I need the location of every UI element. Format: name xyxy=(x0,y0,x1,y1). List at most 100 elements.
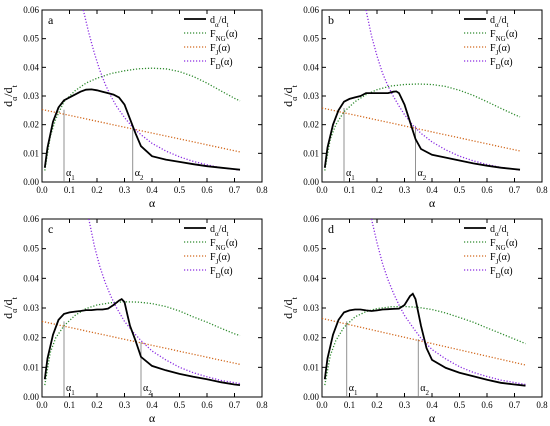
x-tick-label: 0.1 xyxy=(64,400,75,410)
alpha1-label: α1 xyxy=(349,383,358,397)
alpha2-label: α2 xyxy=(418,168,427,182)
x-axis-label: α xyxy=(429,411,436,425)
x-tick-label: 0.0 xyxy=(316,400,328,410)
y-tick-label: 0.04 xyxy=(23,273,39,283)
y-tick-label: 0.04 xyxy=(303,62,319,72)
series-line-3 xyxy=(82,10,241,171)
y-tick-label: 0.06 xyxy=(23,214,39,224)
y-tick-label: 0.01 xyxy=(303,362,319,372)
y-tick-label: 0.03 xyxy=(23,91,39,101)
series-line-0 xyxy=(323,292,526,387)
legend-label: FJ(α) xyxy=(490,43,510,57)
x-axis-label: α xyxy=(429,196,436,210)
panel-letter: b xyxy=(328,13,334,27)
x-tick-label: 0.5 xyxy=(174,185,186,195)
panel-c: 0.0 0.1 0.2 0.3 0.4 0.5 0.6 0.7 0.8 0.00 0.01 0.02 0… xyxy=(1,214,268,425)
series-line-2 xyxy=(322,317,526,366)
alpha1-label: α1 xyxy=(66,383,75,397)
y-tick-label: 0.00 xyxy=(303,177,319,187)
panel-letter: c xyxy=(48,222,53,236)
x-tick-label: 0.3 xyxy=(119,185,131,195)
y-tick-label: 0.03 xyxy=(303,303,319,313)
series-line-1 xyxy=(324,83,521,171)
panel-b: 0.0 0.1 0.2 0.3 0.4 0.5 0.6 0.7 0.8 0.00 0.01 0.02 0… xyxy=(281,5,548,210)
y-tick-label: 0.03 xyxy=(23,303,39,313)
x-tick-label: 0.3 xyxy=(399,185,411,195)
y-tick-label: 0.00 xyxy=(303,392,319,402)
legend-label: dα/dt xyxy=(490,224,508,238)
alpha2-label: α2 xyxy=(135,168,144,182)
y-tick-label: 0.02 xyxy=(23,120,39,130)
y-tick-label: 0.03 xyxy=(303,91,319,101)
y-tick-label: 0.05 xyxy=(23,244,39,254)
legend-label: FD(α) xyxy=(210,266,233,280)
y-axis-label: dα/dt xyxy=(281,296,299,319)
series-line-3 xyxy=(88,219,241,385)
y-tick-label: 0.06 xyxy=(303,214,319,224)
legend-label: FJ(α) xyxy=(490,252,510,266)
legend-label: FJ(α) xyxy=(210,43,230,57)
legend-label: dα/dt xyxy=(210,15,228,29)
x-tick-label: 0.8 xyxy=(256,185,268,195)
y-axis-label: dα/dt xyxy=(1,296,19,319)
x-tick-label: 0.4 xyxy=(146,400,158,410)
x-tick-label: 0.4 xyxy=(426,400,438,410)
panel-a: 0.0 0.1 0.2 0.3 0.4 0.5 0.6 0.7 0.8 0.00 0.01 0.02 0… xyxy=(1,5,268,210)
x-tick-label: 0.7 xyxy=(229,400,241,410)
legend-label: FD(α) xyxy=(490,266,513,280)
series-line-1 xyxy=(44,67,241,171)
series-line-0 xyxy=(323,90,521,171)
y-tick-label: 0.04 xyxy=(23,62,39,72)
y-tick-label: 0.01 xyxy=(303,148,319,158)
series-line-3 xyxy=(370,219,526,386)
x-tick-label: 0.0 xyxy=(36,185,48,195)
x-tick-label: 0.1 xyxy=(344,400,355,410)
y-tick-label: 0.02 xyxy=(23,333,39,343)
series-line-0 xyxy=(43,297,241,386)
legend-label: FNG(α) xyxy=(210,238,238,252)
legend-label: dα/dt xyxy=(210,224,228,238)
alpha1-label: α1 xyxy=(66,168,75,182)
y-axis-label: dα/dt xyxy=(281,84,299,107)
panel-d: 0.0 0.1 0.2 0.3 0.4 0.5 0.6 0.7 0.8 0.00 0.01 0.02 0… xyxy=(281,214,548,425)
x-tick-label: 0.6 xyxy=(201,400,213,410)
y-tick-label: 0.05 xyxy=(23,34,39,44)
x-tick-label: 0.2 xyxy=(371,400,382,410)
series-line-1 xyxy=(44,301,241,386)
x-tick-label: 0.7 xyxy=(509,400,521,410)
x-tick-label: 0.6 xyxy=(201,185,213,195)
x-tick-label: 0.6 xyxy=(481,185,493,195)
y-tick-label: 0.01 xyxy=(23,148,39,158)
x-tick-label: 0.4 xyxy=(426,185,438,195)
y-tick-label: 0.02 xyxy=(303,333,319,343)
y-tick-label: 0.02 xyxy=(303,120,319,130)
x-tick-label: 0.1 xyxy=(344,185,355,195)
x-tick-label: 0.2 xyxy=(371,185,382,195)
x-tick-label: 0.5 xyxy=(454,185,466,195)
legend-label: FNG(α) xyxy=(490,29,518,43)
y-tick-label: 0.00 xyxy=(23,392,39,402)
x-tick-label: 0.3 xyxy=(119,400,131,410)
legend-label: FD(α) xyxy=(210,57,233,71)
y-tick-label: 0.05 xyxy=(303,244,319,254)
x-tick-label: 0.5 xyxy=(174,400,186,410)
legend-label: FJ(α) xyxy=(210,252,230,266)
series-line-2 xyxy=(42,320,241,366)
y-tick-label: 0.06 xyxy=(303,5,319,15)
x-tick-label: 0.4 xyxy=(146,185,158,195)
y-tick-label: 0.06 xyxy=(23,5,39,15)
panel-letter: a xyxy=(48,13,54,27)
x-axis-label: α xyxy=(149,411,156,425)
series-line-0 xyxy=(43,88,241,171)
y-tick-label: 0.00 xyxy=(23,177,39,187)
alpha2-label: α2 xyxy=(420,383,429,397)
x-tick-label: 0.2 xyxy=(91,400,102,410)
x-tick-label: 0.8 xyxy=(536,185,548,195)
x-tick-label: 0.1 xyxy=(64,185,75,195)
series-line-3 xyxy=(365,10,521,171)
panel-letter: d xyxy=(328,222,334,236)
y-axis-label: dα/dt xyxy=(1,84,19,107)
x-tick-label: 0.2 xyxy=(91,185,102,195)
x-tick-label: 0.7 xyxy=(229,185,241,195)
legend-label: dα/dt xyxy=(490,15,508,29)
